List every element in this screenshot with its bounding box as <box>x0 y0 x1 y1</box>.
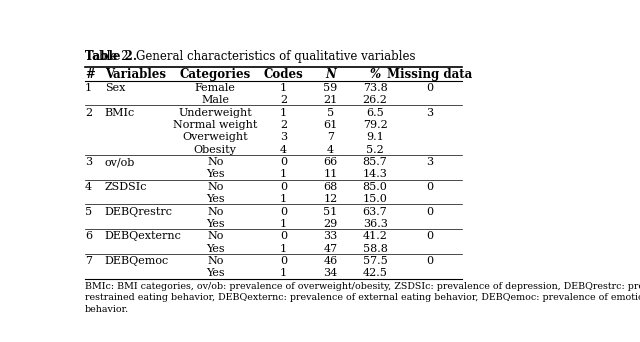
Text: #: # <box>85 68 95 81</box>
Text: 0: 0 <box>280 182 287 192</box>
Text: ZSDSIc: ZSDSIc <box>105 182 147 192</box>
Text: DEBQexternc: DEBQexternc <box>105 231 182 241</box>
Text: 5: 5 <box>327 107 334 118</box>
Text: 79.2: 79.2 <box>363 120 387 130</box>
Text: Yes: Yes <box>206 194 225 204</box>
Text: 68: 68 <box>323 182 338 192</box>
Text: 1: 1 <box>280 194 287 204</box>
Text: 5: 5 <box>85 207 92 216</box>
Text: 1: 1 <box>280 244 287 254</box>
Text: ov/ob: ov/ob <box>105 157 135 167</box>
Text: No: No <box>207 182 223 192</box>
Text: 1: 1 <box>280 219 287 229</box>
Text: 3: 3 <box>426 157 433 167</box>
Text: 12: 12 <box>323 194 338 204</box>
Text: 34: 34 <box>323 268 338 278</box>
Text: 4: 4 <box>85 182 92 192</box>
Text: Yes: Yes <box>206 169 225 180</box>
Text: Yes: Yes <box>206 219 225 229</box>
Text: 33: 33 <box>323 231 338 241</box>
Text: 0: 0 <box>280 231 287 241</box>
Text: %: % <box>369 68 381 81</box>
Text: Female: Female <box>195 83 236 93</box>
Text: DEBQrestrc: DEBQrestrc <box>105 207 173 216</box>
Text: BMIc: BMI categories, ov/ob: prevalence of overweight/obesity, ZSDSIc: prevalenc: BMIc: BMI categories, ov/ob: prevalence … <box>85 282 640 314</box>
Text: 36.3: 36.3 <box>363 219 388 229</box>
Text: 59: 59 <box>323 83 338 93</box>
Text: DEBQemoc: DEBQemoc <box>105 256 169 266</box>
Text: 0: 0 <box>426 182 433 192</box>
Text: 26.2: 26.2 <box>363 95 388 105</box>
Text: 0: 0 <box>426 256 433 266</box>
Text: Obesity: Obesity <box>194 145 237 155</box>
Text: 1: 1 <box>280 83 287 93</box>
Text: Underweight: Underweight <box>179 107 252 118</box>
Text: 0: 0 <box>426 83 433 93</box>
Text: 1: 1 <box>280 268 287 278</box>
Text: Table 2. General characteristics of qualitative variables: Table 2. General characteristics of qual… <box>85 50 415 63</box>
Text: Table 2.: Table 2. <box>85 50 137 63</box>
Text: 3: 3 <box>280 132 287 142</box>
Text: Yes: Yes <box>206 244 225 254</box>
Text: 6.5: 6.5 <box>366 107 384 118</box>
Text: 66: 66 <box>323 157 338 167</box>
Text: 4: 4 <box>280 145 287 155</box>
Text: 46: 46 <box>323 256 338 266</box>
Text: 61: 61 <box>323 120 338 130</box>
Text: 63.7: 63.7 <box>363 207 387 216</box>
Text: 9.1: 9.1 <box>366 132 384 142</box>
Text: No: No <box>207 157 223 167</box>
Text: No: No <box>207 256 223 266</box>
Text: 2: 2 <box>280 120 287 130</box>
Text: Yes: Yes <box>206 268 225 278</box>
Text: Codes: Codes <box>264 68 303 81</box>
Text: 73.8: 73.8 <box>363 83 387 93</box>
Text: 5.2: 5.2 <box>366 145 384 155</box>
Text: Sex: Sex <box>105 83 125 93</box>
Text: 14.3: 14.3 <box>363 169 388 180</box>
Text: Male: Male <box>201 95 229 105</box>
Text: 57.5: 57.5 <box>363 256 387 266</box>
Text: 7: 7 <box>327 132 334 142</box>
Text: 0: 0 <box>280 256 287 266</box>
Text: BMIc: BMIc <box>105 107 135 118</box>
Text: 51: 51 <box>323 207 338 216</box>
Text: 0: 0 <box>280 157 287 167</box>
Text: 2: 2 <box>280 95 287 105</box>
Text: 15.0: 15.0 <box>363 194 388 204</box>
Text: 85.0: 85.0 <box>363 182 388 192</box>
Text: 0: 0 <box>280 207 287 216</box>
Text: 0: 0 <box>426 207 433 216</box>
Text: 3: 3 <box>85 157 92 167</box>
Text: 41.2: 41.2 <box>363 231 388 241</box>
Text: 2: 2 <box>85 107 92 118</box>
Text: 47: 47 <box>323 244 337 254</box>
Text: 6: 6 <box>85 231 92 241</box>
Text: Categories: Categories <box>180 68 251 81</box>
Text: 1: 1 <box>280 169 287 180</box>
Text: Normal weight: Normal weight <box>173 120 257 130</box>
Text: 85.7: 85.7 <box>363 157 387 167</box>
Text: Variables: Variables <box>105 68 166 81</box>
Text: 42.5: 42.5 <box>363 268 388 278</box>
Text: 7: 7 <box>85 256 92 266</box>
Text: 1: 1 <box>85 83 92 93</box>
Text: 4: 4 <box>327 145 334 155</box>
Text: 11: 11 <box>323 169 338 180</box>
Text: 21: 21 <box>323 95 338 105</box>
Text: 0: 0 <box>426 231 433 241</box>
Text: 58.8: 58.8 <box>363 244 388 254</box>
Text: No: No <box>207 207 223 216</box>
Text: No: No <box>207 231 223 241</box>
Text: Overweight: Overweight <box>182 132 248 142</box>
Text: 1: 1 <box>280 107 287 118</box>
Text: 3: 3 <box>426 107 433 118</box>
Text: 29: 29 <box>323 219 338 229</box>
Text: N: N <box>325 68 336 81</box>
Text: Missing data: Missing data <box>387 68 472 81</box>
